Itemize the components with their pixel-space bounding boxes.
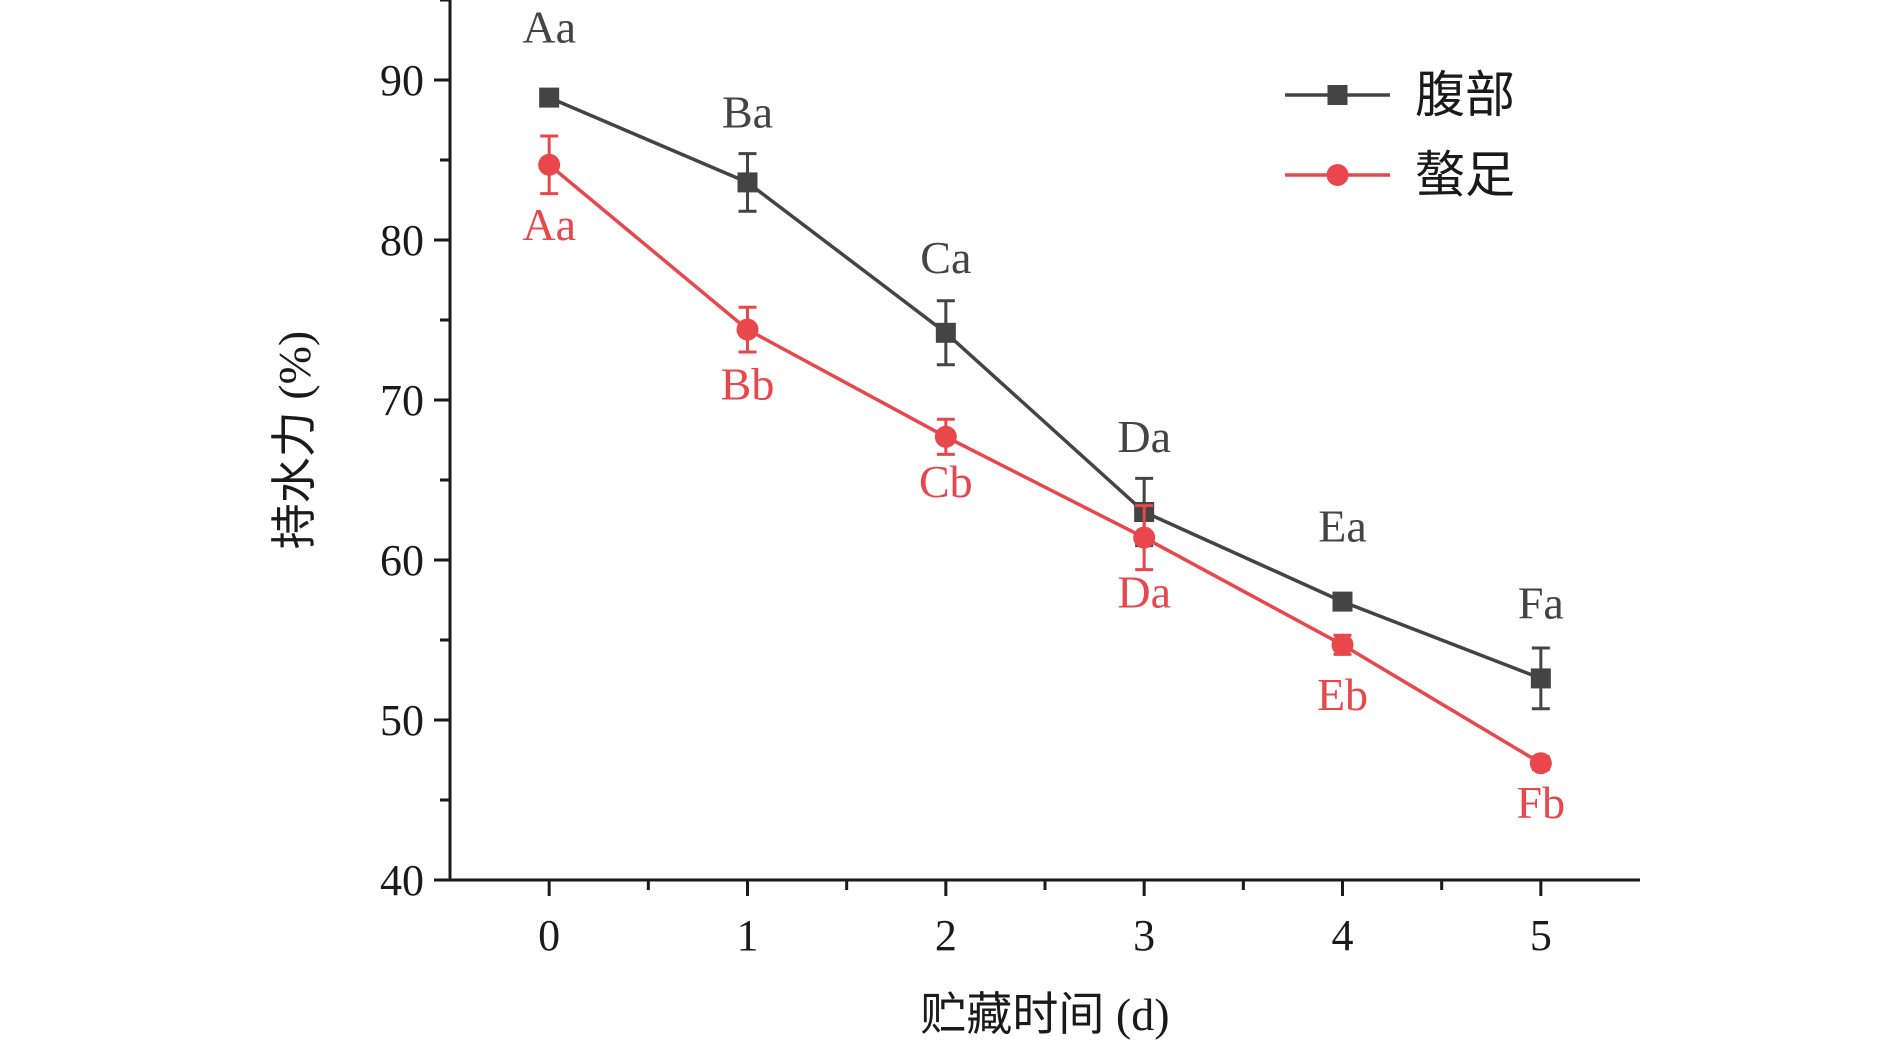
x-tick-label: 1 bbox=[737, 911, 759, 960]
y-tick-label: 90 bbox=[380, 56, 424, 105]
data-point bbox=[935, 322, 956, 343]
data-point bbox=[1530, 668, 1551, 689]
legend-label: 腹部 bbox=[1415, 67, 1515, 123]
data-point bbox=[1332, 591, 1353, 612]
y-tick-label: 80 bbox=[380, 216, 424, 265]
x-tick-label: 5 bbox=[1530, 911, 1552, 960]
data-label: Ea bbox=[1318, 501, 1367, 552]
y-tick-label: 40 bbox=[380, 856, 424, 905]
series-line bbox=[548, 163, 1542, 765]
legend-entry: 腹部 bbox=[1285, 67, 1515, 123]
y-tick-label: 70 bbox=[380, 376, 424, 425]
data-label: Aa bbox=[522, 199, 576, 250]
series-line bbox=[548, 95, 1542, 681]
series-2: Aa Bb Cb Da Eb Fb bbox=[522, 134, 1566, 828]
x-axis-title: 贮藏时间 (d) bbox=[920, 989, 1169, 1040]
plot-area: Aa Ba Ca Da Ea Fa Aa Bb Cb Da Eb Fb bbox=[522, 2, 1565, 829]
data-label: Fb bbox=[1517, 777, 1566, 828]
x-tick-label: 0 bbox=[538, 911, 560, 960]
data-point bbox=[1133, 526, 1156, 549]
data-point bbox=[934, 425, 957, 448]
x-tick-label: 3 bbox=[1133, 911, 1155, 960]
data-label: Bb bbox=[721, 359, 775, 410]
axes: 40 50 60 70 80 90 0 1 2 3 4 5 bbox=[380, 0, 1640, 960]
data-label: Fa bbox=[1518, 577, 1564, 628]
data-label: Cb bbox=[919, 456, 973, 507]
x-tick-label: 2 bbox=[935, 911, 957, 960]
data-point bbox=[1331, 633, 1354, 656]
y-tick-label: 60 bbox=[380, 536, 424, 585]
data-point bbox=[1529, 752, 1552, 775]
data-point bbox=[539, 87, 560, 108]
series-1: Aa Ba Ca Da Ea Fa bbox=[522, 2, 1564, 711]
data-label: Da bbox=[1117, 411, 1171, 462]
data-label: Ca bbox=[920, 232, 971, 283]
legend-label: 螯足 bbox=[1415, 147, 1515, 203]
x-tick-label: 4 bbox=[1332, 911, 1354, 960]
data-point bbox=[538, 153, 561, 176]
y-axis-title: 持水力 (%) bbox=[269, 331, 320, 549]
data-label: Da bbox=[1117, 567, 1171, 618]
data-point bbox=[737, 172, 758, 193]
data-label: Eb bbox=[1317, 669, 1368, 720]
y-tick-label: 50 bbox=[380, 696, 424, 745]
legend-marker bbox=[1327, 85, 1348, 105]
data-label: Aa bbox=[522, 2, 576, 53]
legend-entry: 螯足 bbox=[1285, 147, 1515, 203]
data-label: Ba bbox=[722, 86, 773, 137]
legend-marker bbox=[1326, 164, 1349, 186]
data-point bbox=[736, 318, 759, 341]
